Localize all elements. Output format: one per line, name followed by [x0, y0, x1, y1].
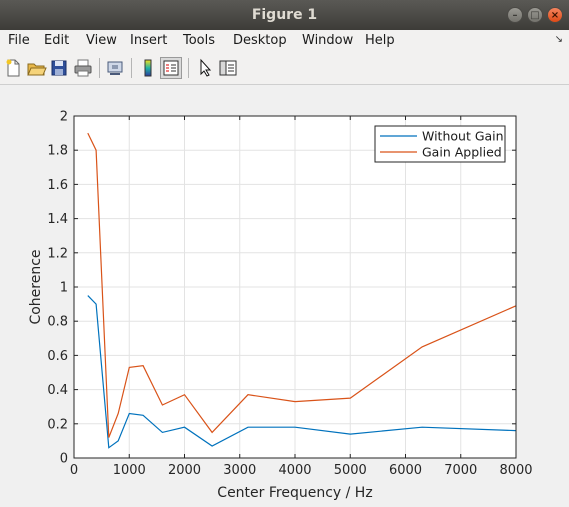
x-tick-label: 5000 — [334, 463, 367, 478]
menu-help[interactable]: Help — [365, 33, 395, 48]
maximize-button[interactable]: □ — [527, 7, 543, 23]
y-tick-label: 1 — [60, 281, 68, 296]
series-line-2[interactable] — [87, 132, 517, 438]
y-tick-label: 0.4 — [47, 383, 68, 398]
y-tick-label: 1.2 — [47, 246, 68, 261]
toolbar-separator — [131, 58, 132, 78]
menu-window[interactable]: Window — [302, 33, 354, 48]
toolbar-separator — [188, 58, 189, 78]
x-tick-label: 3000 — [223, 463, 256, 478]
x-tick-label: 6000 — [389, 463, 422, 478]
figure-canvas: 0 1000 2000 3000 4000 5000 6000 7000 8000 0 0.2 0.4… — [0, 85, 569, 503]
x-tick-label: 8000 — [499, 463, 532, 478]
y-tick-label: 1.6 — [47, 178, 68, 193]
property-editor-icon[interactable] — [217, 57, 239, 79]
legend-icon[interactable] — [160, 57, 182, 79]
minimize-button[interactable]: – — [507, 7, 523, 23]
menu-insert[interactable]: Insert — [130, 33, 168, 48]
x-tick-label: 1000 — [113, 463, 146, 478]
series-layer — [87, 132, 517, 449]
x-tick-label: 2000 — [168, 463, 201, 478]
y-tick-label: 1.4 — [47, 212, 68, 227]
toolbar-separator — [99, 58, 100, 78]
close-button[interactable]: × — [547, 7, 563, 23]
y-tick-label: 1.8 — [47, 144, 68, 159]
x-axis-label: Center Frequency / Hz — [217, 485, 372, 501]
menu-edit[interactable]: Edit — [44, 33, 70, 48]
new-figure-icon[interactable] — [2, 57, 24, 79]
y-tick-label: 0.6 — [47, 349, 68, 364]
link-icon[interactable] — [104, 57, 126, 79]
menu-view[interactable]: View — [86, 33, 117, 48]
legend-box — [374, 125, 506, 163]
coherence-chart: 0 1000 2000 3000 4000 5000 6000 7000 8000 0 0.2 0.4… — [0, 85, 569, 503]
menu-desktop[interactable]: Desktop — [233, 33, 287, 48]
window-controls: – □ × — [507, 7, 563, 23]
dock-arrow-icon[interactable]: ↘ — [554, 34, 563, 45]
axis-ticks: 0 1000 2000 3000 4000 5000 6000 7000 8000 0 0.2 0.4… — [47, 110, 532, 479]
toolbar — [0, 52, 569, 85]
x-tick-label: 4000 — [278, 463, 311, 478]
menu-tools[interactable]: Tools — [183, 33, 216, 48]
menu-bar: File Edit View Insert Tools Desktop Wind… — [0, 30, 569, 52]
y-axis-label: Coherence — [28, 249, 44, 324]
x-tick-label: 0 — [70, 463, 78, 478]
colorbar-icon[interactable] — [137, 57, 159, 79]
save-icon[interactable] — [48, 57, 70, 79]
menu-file[interactable]: File — [8, 33, 30, 48]
y-tick-label: 2 — [60, 110, 68, 125]
series-line-1[interactable] — [87, 295, 517, 449]
legend-label-2: Gain Applied — [422, 145, 502, 160]
arrow-cursor-icon[interactable] — [194, 57, 216, 79]
print-icon[interactable] — [72, 57, 94, 79]
legend-label-1: Without Gain — [422, 129, 504, 144]
window-title: Figure 1 — [251, 7, 318, 23]
y-tick-label: 0.8 — [47, 315, 68, 330]
title-bar[interactable]: Figure 1 – □ × — [0, 0, 569, 30]
y-tick-label: 0 — [60, 452, 68, 467]
open-file-icon[interactable] — [25, 57, 47, 79]
x-tick-label: 7000 — [444, 463, 477, 478]
y-tick-label: 0.2 — [47, 417, 68, 432]
